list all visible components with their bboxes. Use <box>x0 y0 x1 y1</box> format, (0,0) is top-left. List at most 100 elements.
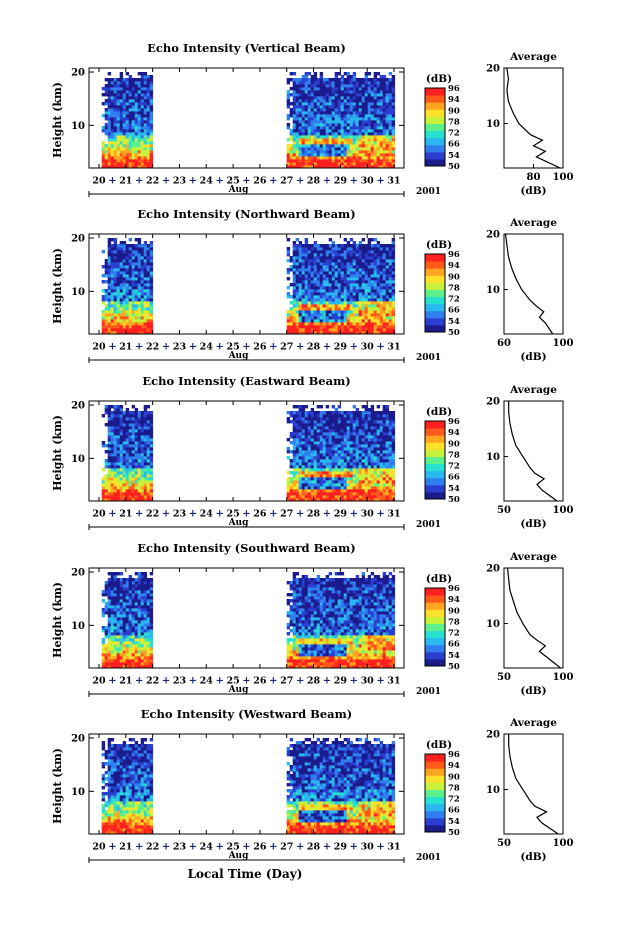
colorbar-swatch <box>425 644 445 653</box>
average-frame <box>503 400 564 502</box>
minor-tick-mark: + <box>108 176 116 187</box>
avg-y-tick-label: 10 <box>486 285 500 296</box>
minor-tick-mark: + <box>242 676 250 687</box>
avg-y-tick-label: 10 <box>486 119 500 130</box>
average-xlabel: (dB) <box>520 685 546 697</box>
colorbar-unit: (dB) <box>426 73 452 85</box>
avg-x-tick-label: 100 <box>553 505 574 516</box>
colorbar-swatch <box>425 317 445 326</box>
colorbar-tick-label: 72 <box>448 129 460 139</box>
avg-y-tick-label: 10 <box>486 619 500 630</box>
colorbar-tick-label: 96 <box>448 750 460 760</box>
colorbar-tick-label: 66 <box>448 640 460 650</box>
minor-tick-mark: + <box>108 509 116 520</box>
month-label: Aug <box>228 351 250 361</box>
x-tick-label: 31 <box>387 842 400 853</box>
month-label: Aug <box>228 185 250 195</box>
x-tick-label: 23 <box>173 676 186 687</box>
minor-tick-mark: + <box>242 509 250 520</box>
colorbar-tick-label: 94 <box>448 95 460 105</box>
x-tick-label: 25 <box>226 842 239 853</box>
colorbar-swatch <box>425 275 445 283</box>
colorbar-swatch <box>425 491 445 500</box>
minor-tick-mark: + <box>376 342 384 353</box>
colorbar-swatch <box>425 116 445 124</box>
average-line <box>506 67 561 169</box>
colorbar-swatch <box>425 803 445 812</box>
colorbar-tick-label: 94 <box>448 261 460 271</box>
y-axis-label: Height (km) <box>51 748 64 824</box>
minor-tick-mark: + <box>135 176 143 187</box>
avg-x-tick-label: 100 <box>553 672 574 683</box>
minor-tick-mark: + <box>215 676 223 687</box>
colorbar-swatch <box>425 144 445 153</box>
heatmap <box>101 405 396 501</box>
colorbar-tick-label: 96 <box>448 417 460 427</box>
colorbar-tick-label: 54 <box>448 484 460 494</box>
colorbar-tick-label: 78 <box>448 783 460 793</box>
minor-tick-mark: + <box>215 509 223 520</box>
colorbar-swatch <box>425 303 445 312</box>
month-label: Aug <box>228 685 250 695</box>
minor-tick-mark: + <box>323 342 331 353</box>
colorbar-swatch <box>425 637 445 646</box>
colorbar-swatch <box>425 651 445 660</box>
avg-y-tick-label: 20 <box>486 564 500 575</box>
minor-tick-mark: + <box>162 676 170 687</box>
minor-tick-mark: + <box>376 842 384 853</box>
avg-x-tick-label: 100 <box>553 338 574 349</box>
colorbar-tick-label: 72 <box>448 795 460 805</box>
heatmap <box>101 72 396 168</box>
avg-x-tick-label: 60 <box>497 338 511 349</box>
y-axis-label: Height (km) <box>51 415 64 491</box>
x-tick-label: 24 <box>200 342 214 353</box>
colorbar-unit: (dB) <box>426 239 452 251</box>
minor-tick-mark: + <box>296 842 304 853</box>
minor-tick-mark: + <box>269 342 277 353</box>
x-tick-label: 28 <box>307 509 321 520</box>
y-tick-label: 20 <box>71 68 85 79</box>
colorbar-tick-label: 50 <box>448 328 460 338</box>
avg-y-tick-label: 10 <box>486 452 500 463</box>
colorbar-swatch <box>425 435 445 443</box>
colorbar-swatch <box>425 449 445 457</box>
y-tick-label: 20 <box>71 568 85 579</box>
x-tick-label: 31 <box>387 176 400 187</box>
x-tick-label: 24 <box>200 176 214 187</box>
colorbar-swatch <box>425 102 445 110</box>
minor-tick-mark: + <box>242 176 250 187</box>
y-tick-label: 20 <box>71 734 85 745</box>
colorbar-tick-label: 72 <box>448 295 460 305</box>
colorbar-swatch <box>425 282 445 290</box>
x-tick-label: 21 <box>119 842 132 853</box>
average-frame <box>503 67 564 169</box>
x-tick-label: 23 <box>173 842 186 853</box>
colorbar-tick-label: 94 <box>448 428 460 438</box>
colorbar-swatch <box>425 442 445 450</box>
x-tick-label: 21 <box>119 676 132 687</box>
minor-tick-mark: + <box>162 842 170 853</box>
minor-tick-mark: + <box>215 342 223 353</box>
minor-tick-mark: + <box>269 176 277 187</box>
colorbar-swatch <box>425 484 445 493</box>
colorbar-tick-label: 54 <box>448 151 460 161</box>
minor-tick-mark: + <box>350 342 358 353</box>
y-axis-label: Height (km) <box>51 82 64 158</box>
x-tick-label: 23 <box>173 509 186 520</box>
x-tick-label: 31 <box>387 676 400 687</box>
minor-tick-mark: + <box>189 509 197 520</box>
colorbar-swatch <box>425 137 445 146</box>
x-tick-label: 27 <box>280 342 293 353</box>
colorbar-tick-label: 90 <box>448 439 460 449</box>
minor-tick-mark: + <box>135 676 143 687</box>
minor-tick-mark: + <box>189 842 197 853</box>
average-xlabel: (dB) <box>520 851 546 863</box>
panel-2: Echo Intensity (Northward Beam) 10 20 Heigh… <box>51 207 573 363</box>
x-tick-label: 21 <box>119 342 132 353</box>
panel-1: Echo Intensity (Vertical Beam) 10 20 Height… <box>51 41 573 197</box>
x-tick-label: 29 <box>334 176 348 187</box>
colorbar-frame <box>424 420 446 500</box>
x-tick-label: 25 <box>226 676 239 687</box>
colorbar-swatch <box>425 254 445 262</box>
minor-tick-mark: + <box>296 342 304 353</box>
